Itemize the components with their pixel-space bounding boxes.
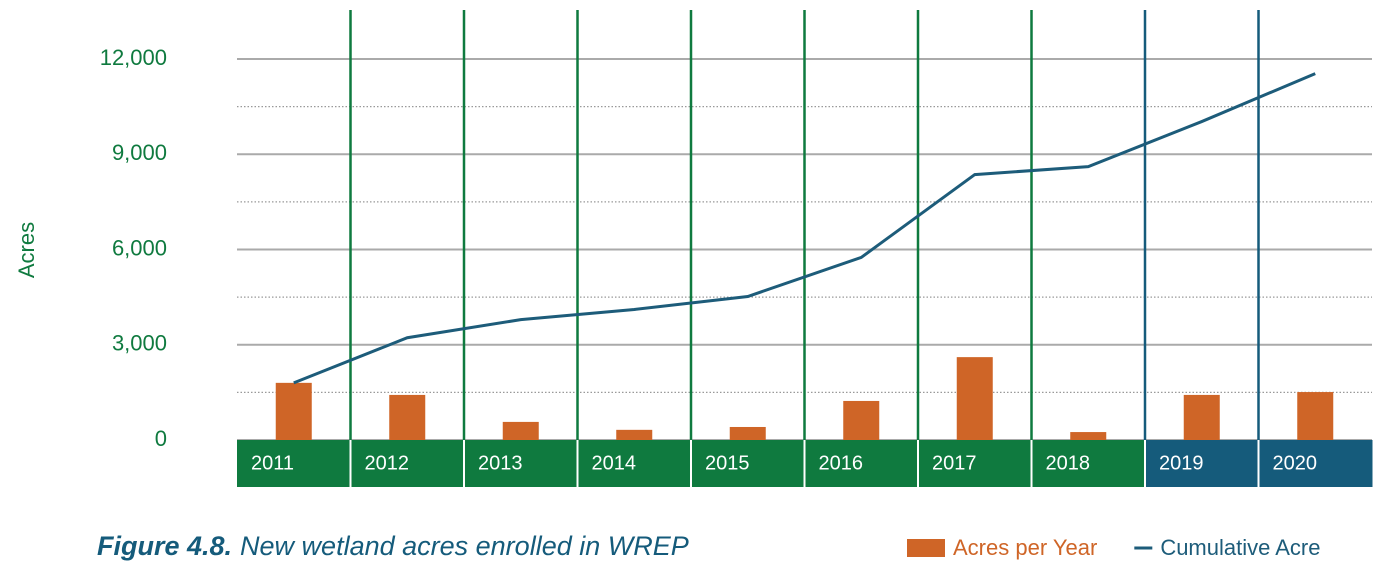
legend-label: Cumulative Acre [1160,535,1320,560]
chart-title: New wetland acres enrolled in WREP [240,531,689,561]
bar [1297,392,1334,440]
category-cell [691,440,805,487]
x-tick-label: 2018 [1046,452,1091,474]
bar [1070,432,1107,440]
category-cell [1258,440,1373,487]
caption: Figure 4.8. New wetland acres enrolled in… [97,531,689,561]
y-tick-label: 0 [155,426,167,451]
x-tick-label: 2015 [705,452,750,474]
y-tick-label: 6,000 [112,235,167,260]
category-cell [237,440,351,487]
category-cell [804,440,919,487]
legend-label: Acres per Year [953,535,1097,560]
x-tick-label: 2019 [1159,452,1204,474]
bar [502,421,539,440]
y-tick-label: 3,000 [112,331,167,356]
x-tick-label: 2013 [478,452,523,474]
x-tick-label: 2017 [932,452,977,474]
category-cell [918,440,1032,487]
x-tick-label: 2014 [592,452,637,474]
bar [956,357,993,440]
category-cell [350,440,465,487]
category-cell [1031,440,1146,487]
bar [1183,394,1220,440]
y-axis-label: Acres [14,222,39,278]
bar [275,382,312,440]
x-tick-label: 2016 [819,452,864,474]
bar [616,429,653,440]
y-tick-label: 9,000 [112,140,167,165]
x-tick-label: 2012 [365,452,410,474]
figure-label: Figure 4.8. [97,531,232,561]
bar [729,426,766,440]
category-cell [1145,440,1259,487]
bar [389,394,426,440]
x-tick-label: 2011 [251,452,294,474]
y-tick-label: 12,000 [100,45,167,70]
category-cell [577,440,692,487]
legend-swatch [907,539,945,557]
bar [843,400,880,440]
category-cell [464,440,578,487]
x-tick-label: 2020 [1273,452,1318,474]
line [293,72,1316,385]
